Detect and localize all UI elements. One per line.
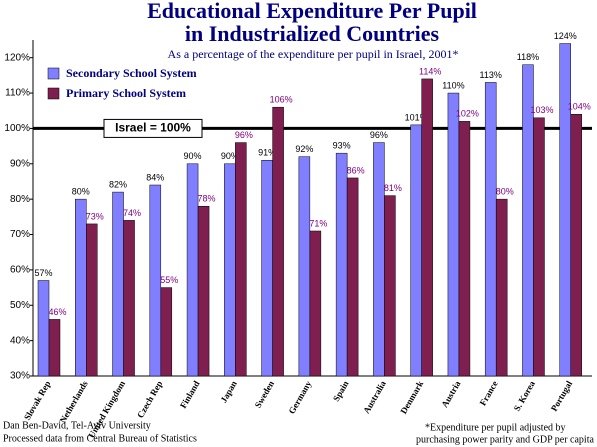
value-label: 71%	[309, 218, 327, 228]
value-label: 96%	[235, 130, 253, 140]
bar	[123, 220, 135, 377]
x-tick-label: Spain	[331, 379, 351, 403]
value-label: 46%	[48, 307, 66, 317]
value-label: 114%	[419, 66, 441, 76]
legend-label: Secondary School System	[66, 66, 197, 80]
x-tick-label: Australia	[361, 379, 388, 416]
value-label: 74%	[123, 208, 141, 218]
value-label: 92%	[295, 144, 313, 154]
value-label: 78%	[198, 194, 216, 204]
bar	[447, 92, 460, 377]
y-tick-label: 40%	[10, 335, 30, 346]
bar	[495, 198, 508, 377]
value-label: 106%	[270, 95, 293, 105]
y-tick-label: 30%	[10, 371, 30, 382]
bar	[37, 280, 50, 377]
chart-subtitle: As a percentage of the expenditure per p…	[168, 47, 459, 61]
bar	[160, 287, 173, 377]
value-label: 96%	[370, 130, 388, 140]
reference-label: Israel = 100%	[115, 121, 191, 135]
y-tick-label: 110%	[5, 88, 30, 99]
chart-title: in Industrialized Countries	[185, 21, 440, 46]
bar	[197, 205, 210, 377]
value-label: 102%	[456, 109, 479, 119]
x-tick-label: Sweden	[253, 379, 276, 410]
chart-title: Educational Expenditure Per Pupil	[147, 0, 477, 23]
bar	[410, 124, 422, 377]
value-label: 55%	[160, 275, 178, 285]
bar	[86, 223, 98, 377]
value-label: 86%	[347, 165, 365, 175]
value-label: 84%	[146, 172, 164, 182]
y-tick-label: 60%	[10, 265, 30, 276]
value-label: 80%	[72, 187, 90, 197]
value-label: 93%	[333, 141, 351, 151]
bar	[186, 163, 199, 377]
bar	[75, 198, 87, 377]
bar	[458, 121, 471, 377]
value-label: 90%	[221, 151, 239, 161]
value-label: 81%	[384, 183, 402, 193]
bar	[48, 319, 61, 377]
bar	[309, 230, 322, 377]
x-tick-label: Denmark	[398, 379, 425, 416]
y-tick-label: 50%	[10, 300, 30, 311]
y-tick-label: 80%	[10, 194, 30, 205]
bar	[373, 142, 385, 377]
value-label: 73%	[86, 211, 104, 221]
x-tick-label: Czech Rep	[135, 379, 164, 420]
bar	[421, 78, 433, 377]
value-label: 80%	[496, 187, 514, 197]
x-tick-label: S. Korea	[512, 379, 538, 413]
x-tick-label: France	[478, 379, 500, 407]
footnote: purchasing power parity and GDP per capi…	[416, 434, 594, 445]
x-tick-label: Netherlands	[58, 379, 90, 425]
source: Dan Ben-David, Tel-Aviv University	[3, 420, 151, 431]
legend-label: Primary School System	[66, 86, 186, 100]
legend-swatch	[47, 67, 60, 80]
bar	[224, 163, 236, 377]
y-tick-label: 120%	[4, 52, 30, 63]
value-label: 113%	[480, 70, 502, 80]
x-tick-label: Finland	[178, 379, 202, 410]
reference-label-box	[103, 118, 203, 138]
bar	[559, 43, 571, 377]
value-label: 91%	[258, 148, 276, 158]
y-tick-label: 100%	[4, 123, 30, 134]
x-tick-label: Germany	[286, 379, 313, 416]
source: Processed data from Central Bureau of St…	[3, 433, 197, 444]
bar	[235, 142, 247, 377]
value-label: 110%	[442, 80, 464, 90]
bar	[261, 160, 273, 377]
bar	[272, 106, 284, 377]
value-label: 82%	[109, 179, 127, 189]
bar	[484, 82, 497, 377]
legend-swatch	[47, 87, 60, 100]
y-tick-label: 90%	[10, 158, 30, 169]
x-tick-label: Japan	[218, 379, 238, 404]
x-tick-label: Portugal	[549, 379, 575, 413]
bar	[149, 184, 162, 377]
value-label: 101%	[405, 112, 428, 122]
value-label: 118%	[517, 52, 539, 62]
value-label: 124%	[554, 31, 577, 41]
footnote: *Expenditure per pupil adjusted by	[425, 422, 566, 433]
y-tick-label: 70%	[10, 229, 30, 240]
value-label: 104%	[568, 102, 591, 112]
bar	[335, 152, 348, 377]
x-tick-label: Slovak Rep	[22, 379, 53, 422]
x-tick-label: Austria	[439, 379, 462, 410]
bar	[570, 114, 582, 377]
bar	[346, 177, 359, 377]
value-label: 103%	[530, 105, 553, 115]
bar	[112, 191, 124, 377]
value-label: 57%	[34, 268, 52, 278]
bar	[298, 156, 311, 377]
bar	[384, 195, 396, 377]
value-label: 90%	[184, 151, 202, 161]
bar	[533, 117, 545, 377]
